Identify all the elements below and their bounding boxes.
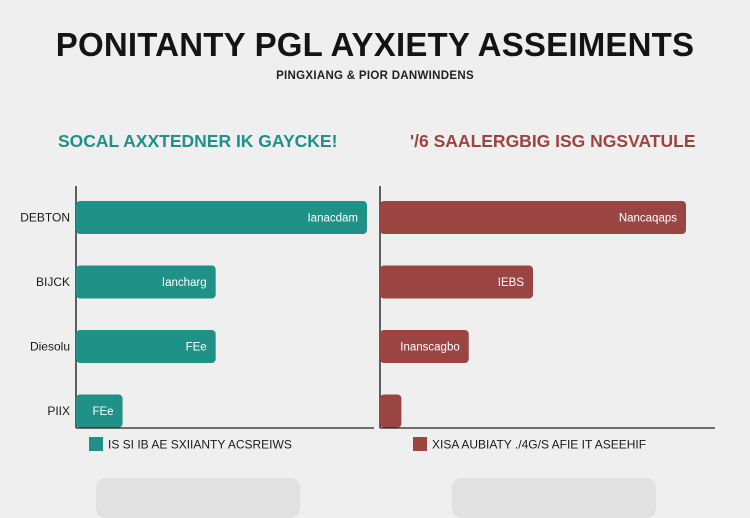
right-chart-title: '/6 SAALERGBIG ISG NGSVATULE [410, 131, 696, 151]
category-label-3: PIIX [47, 404, 70, 418]
right-bar-0 [380, 201, 686, 234]
left-chart-title: SOCAL AXXTEDNER IK GAYCKE! [58, 131, 338, 151]
right-legend-label: XISA AUBIATY ./4G/S AFIE IT ASEEHIF [432, 438, 646, 452]
footer-card-left [96, 478, 300, 518]
right-bar-3 [380, 394, 402, 428]
right-bar-label-2: Inanscagbo [400, 342, 459, 354]
left-bar-label-0: Ianacdam [307, 213, 358, 225]
category-label-0: DEBTON [20, 211, 70, 225]
left-bar-label-3: FEe [92, 406, 113, 418]
page-subtitle: PINGXIANG & PIOR DANWINDENS [276, 70, 474, 82]
right-bar-label-1: IEBS [498, 277, 525, 289]
right-legend-swatch [413, 437, 427, 451]
left-bar-label-1: Iancharg [162, 277, 207, 289]
category-label-1: BIJCK [36, 275, 70, 289]
left-bar-3 [76, 394, 123, 428]
right-bar-2 [380, 330, 469, 363]
left-legend-swatch [89, 437, 103, 451]
left-bar-0 [76, 201, 367, 234]
left-legend-label: IS SI IB AE SXIIANTY ACSREIWS [108, 438, 292, 452]
category-label-2: Diesolu [30, 340, 70, 354]
left-bar-2 [76, 330, 216, 363]
left-bar-label-2: FEe [186, 342, 207, 354]
page-title: PONITANTY PGL AYXIETY ASSEIMENTS [55, 26, 695, 63]
left-bar-1 [76, 265, 216, 299]
right-bar-label-0: Nancaqaps [619, 213, 677, 225]
right-bar-1 [380, 265, 533, 299]
chart-canvas: Ianacdam DEBTON Iancharg BIJCK FEe Diesolu FEe… [20, 186, 715, 452]
footer-card-right [452, 478, 656, 518]
